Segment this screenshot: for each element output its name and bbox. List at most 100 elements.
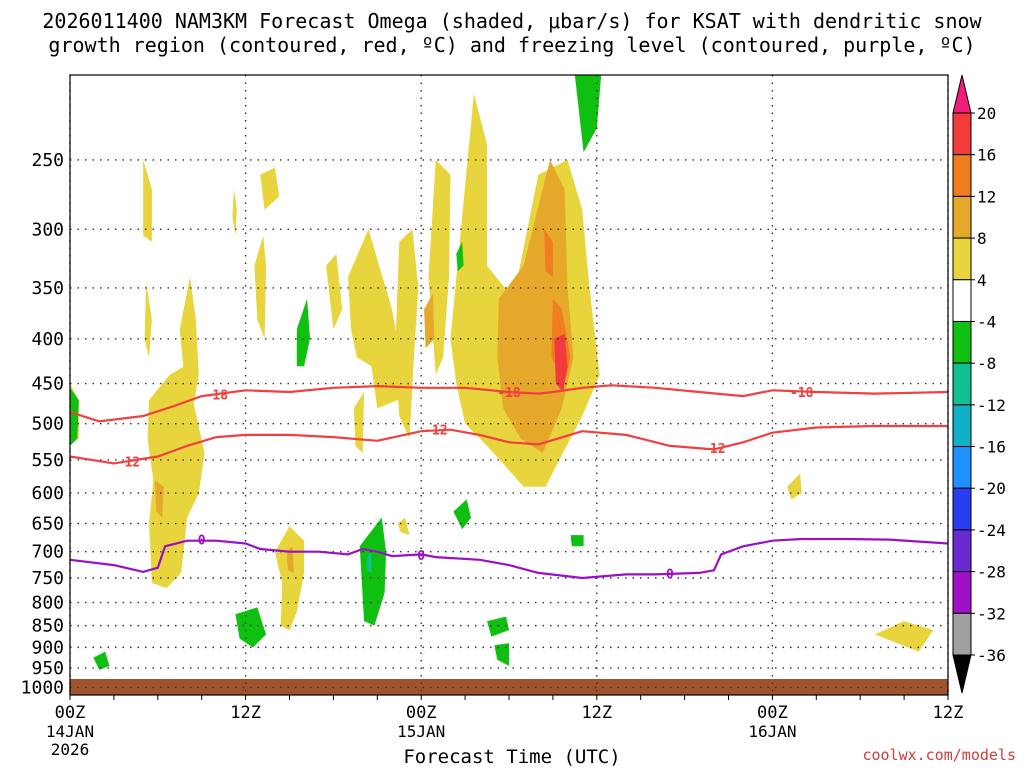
colorbar-swatch-11 [952, 571, 972, 614]
y-tick-label-450: 450 [31, 374, 64, 395]
x-tick-date-2: 15JAN [397, 722, 445, 741]
y-tick-label-750: 750 [31, 568, 64, 589]
omega-region-4 [179, 276, 199, 409]
y-tick-label-900: 900 [31, 637, 64, 658]
omega-region-33 [487, 616, 509, 637]
x-tick-label-0: 00Z [55, 703, 86, 723]
x-tick-label-5: 12Z [933, 703, 964, 723]
contour-label-2-2: 0 [666, 567, 674, 582]
contour-line-2 [69, 537, 949, 580]
omega-region-10 [348, 229, 401, 409]
colorbar-label-2: 12 [977, 187, 996, 206]
colorbar-label-7: -12 [977, 396, 1006, 415]
colorbar-label-0: 20 [977, 104, 996, 123]
omega-region-7 [254, 235, 267, 339]
chart-title-line1: 2026011400 NAM3KM Forecast Omega (shaded… [42, 9, 982, 33]
colorbar-label-10: -24 [977, 521, 1006, 540]
colorbar-swatch-5 [952, 320, 972, 364]
omega-region-5 [232, 189, 237, 236]
omega-region-35 [93, 651, 110, 670]
colorbar-label-13: -36 [977, 646, 1006, 665]
colorbar-bottom-arrow [952, 654, 972, 694]
contour-label-0-2: -18 [790, 386, 814, 401]
y-tick-label-550: 550 [31, 450, 64, 471]
omega-region-18 [154, 480, 164, 518]
y-tick-label-950: 950 [31, 658, 64, 679]
omega-region-21 [497, 159, 574, 453]
omega-region-26 [296, 298, 310, 367]
omega-region-27 [359, 517, 387, 626]
colorbar-swatch-0 [952, 112, 972, 156]
contour-label-2-1: 0 [417, 549, 425, 564]
y-tick-label-650: 650 [31, 514, 64, 535]
colorbar-swatch-9 [952, 487, 972, 531]
omega-region-31 [570, 535, 584, 547]
x-axis-label: Forecast Time (UTC) [403, 746, 621, 768]
omega-region-20 [424, 293, 435, 349]
omega-region-25 [70, 387, 79, 446]
y-tick-label-700: 700 [31, 542, 64, 563]
colorbar-label-1: 16 [977, 146, 996, 165]
colorbar-swatch-12 [952, 612, 972, 656]
contour-label-1-1: -12 [424, 424, 447, 439]
omega-region-6 [260, 167, 280, 210]
y-tick-label-350: 350 [31, 278, 64, 299]
omega-region-17 [874, 621, 934, 652]
colorbar-swatch-1 [952, 154, 972, 197]
contour-label-1-2: -12 [702, 442, 725, 457]
y-tick-label-600: 600 [31, 483, 64, 504]
colorbar-label-12: -32 [977, 604, 1006, 623]
x-tick-label-2: 00Z [406, 703, 437, 723]
colorbar-label-3: 8 [977, 229, 987, 248]
colorbar-swatch-6 [952, 362, 972, 406]
colorbar-swatch-3 [952, 237, 972, 281]
y-tick-label-500: 500 [31, 414, 64, 435]
contour-label-0-0: -18 [205, 388, 229, 403]
omega-region-11 [353, 392, 365, 453]
omega-region-32 [235, 607, 267, 648]
credit-text: coolwx.com/models [862, 746, 1016, 764]
colorbar-label-8: -16 [977, 438, 1006, 457]
x-tick-label-4: 00Z [757, 703, 788, 723]
y-tick-label-250: 250 [31, 150, 64, 171]
colorbar-label-11: -28 [977, 563, 1006, 582]
contour-label-0-1: -18 [497, 386, 521, 401]
chart-title-line2: growth region (contoured, red, ºC) and f… [48, 33, 976, 57]
omega-region-3 [147, 366, 205, 588]
y-tick-label-800: 800 [31, 593, 64, 614]
colorbar-swatch-7 [952, 404, 972, 448]
y-tick-label-400: 400 [31, 329, 64, 350]
omega-region-13 [397, 517, 410, 536]
omega-region-1 [143, 159, 152, 242]
colorbar-top-arrow [952, 74, 972, 114]
omega-region-23 [544, 229, 553, 277]
omega-region-9 [326, 253, 343, 330]
omega-region-34 [494, 643, 509, 666]
contour-label-1-0: -12 [117, 455, 140, 470]
plot-frame [69, 74, 949, 696]
colorbar-label-6: -8 [977, 354, 996, 373]
omega-region-14 [428, 159, 451, 375]
y-tick-label-850: 850 [31, 616, 64, 637]
colorbar-swatch-4 [952, 279, 972, 322]
colorbar-swatch-2 [952, 195, 972, 239]
contour-line-0 [69, 384, 949, 423]
omega-region-19 [286, 546, 294, 573]
ground-surface [70, 678, 948, 695]
x-tick-date-4: 16JAN [748, 722, 796, 741]
colorbar-swatch-8 [952, 446, 972, 489]
x-tick-label-1: 12Z [230, 703, 261, 723]
omega-region-30 [574, 75, 602, 153]
omega-region-36 [367, 551, 372, 573]
colorbar-label-9: -20 [977, 479, 1006, 498]
colorbar-label-4: 4 [977, 271, 987, 290]
y-tick-label-1000: 1000 [21, 677, 64, 698]
x-tick-label-3: 12Z [581, 703, 612, 723]
omega-region-28 [456, 241, 464, 272]
contour-line-1 [69, 424, 948, 465]
colorbar-label-5: -4 [977, 312, 996, 331]
colorbar-swatch-10 [952, 529, 972, 573]
x-tick-year-0: 2026 [51, 740, 90, 759]
x-tick-date-0: 14JAN [46, 722, 94, 741]
omega-region-29 [453, 499, 471, 530]
